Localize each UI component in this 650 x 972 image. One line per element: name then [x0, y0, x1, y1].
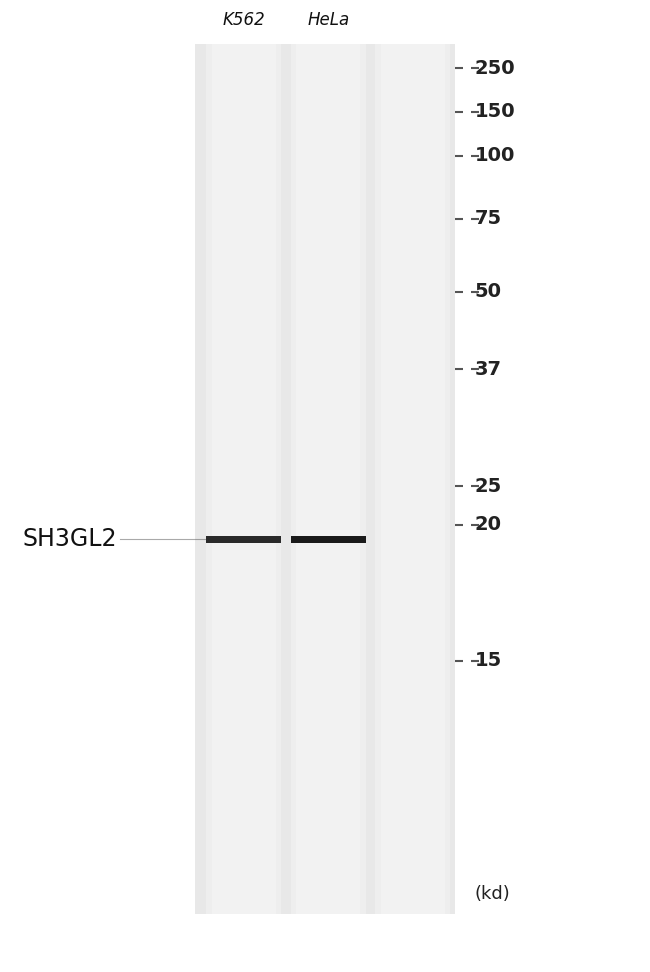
Text: SH3GL2: SH3GL2	[23, 528, 117, 551]
Bar	[291, 44, 365, 914]
Text: 20: 20	[474, 515, 502, 535]
Text: 100: 100	[474, 146, 515, 165]
Text: 15: 15	[474, 651, 502, 671]
Text: 150: 150	[474, 102, 515, 122]
Text: HeLa: HeLa	[307, 11, 350, 29]
Text: (kd): (kd)	[474, 885, 510, 903]
Bar	[212, 44, 276, 914]
Bar	[381, 44, 445, 914]
Text: 250: 250	[474, 58, 515, 78]
Text: 75: 75	[474, 209, 502, 228]
Text: 50: 50	[474, 282, 502, 301]
Text: 25: 25	[474, 476, 502, 496]
Bar	[376, 44, 450, 914]
Bar	[291, 537, 365, 542]
Bar	[296, 44, 360, 914]
Text: K562: K562	[222, 11, 265, 29]
Bar	[195, 44, 455, 914]
Text: 37: 37	[474, 360, 502, 379]
Bar	[207, 44, 281, 914]
Bar	[207, 537, 281, 542]
